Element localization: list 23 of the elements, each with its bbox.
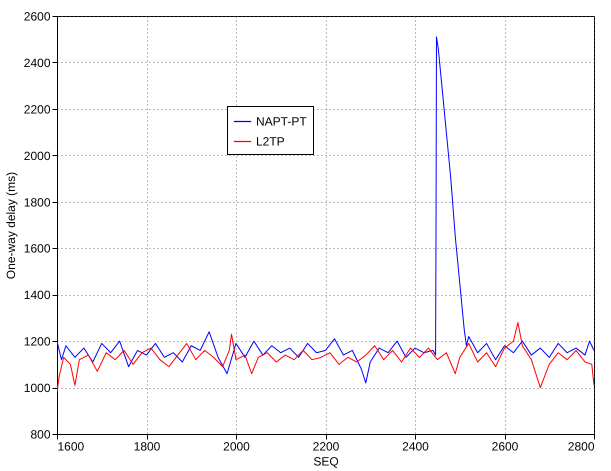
x-tick-label: 2000 — [223, 440, 250, 454]
y-tick-label: 1200 — [24, 334, 51, 349]
y-tick-label: 1400 — [24, 288, 51, 302]
legend-label: NAPT-PT — [256, 114, 308, 128]
line-series — [57, 322, 594, 393]
x-tick-label: 1800 — [134, 440, 161, 454]
y-axis-title: One-way delay (ms) — [4, 172, 18, 280]
x-tick-label: 2800 — [568, 440, 595, 454]
y-tick-label: 1800 — [24, 195, 51, 210]
x-tick-label: 2200 — [312, 440, 340, 454]
y-tick-label: 800 — [30, 428, 51, 442]
x-axis-title: SEQ — [313, 454, 339, 468]
y-tick-label: 2600 — [24, 10, 51, 24]
x-tick-label: 1600 — [58, 440, 85, 454]
x-tick-label: 2600 — [492, 440, 519, 454]
y-tick-label: 1000 — [24, 381, 51, 396]
y-tick-label: 2400 — [24, 56, 51, 70]
line-series — [57, 36, 594, 384]
y-tick-label: 2000 — [24, 148, 51, 163]
legend-label: L2TP — [256, 134, 285, 148]
x-tick-label: 2400 — [402, 440, 430, 454]
y-tick-label: 1600 — [24, 242, 51, 256]
y-tick-label: 2200 — [24, 102, 51, 116]
